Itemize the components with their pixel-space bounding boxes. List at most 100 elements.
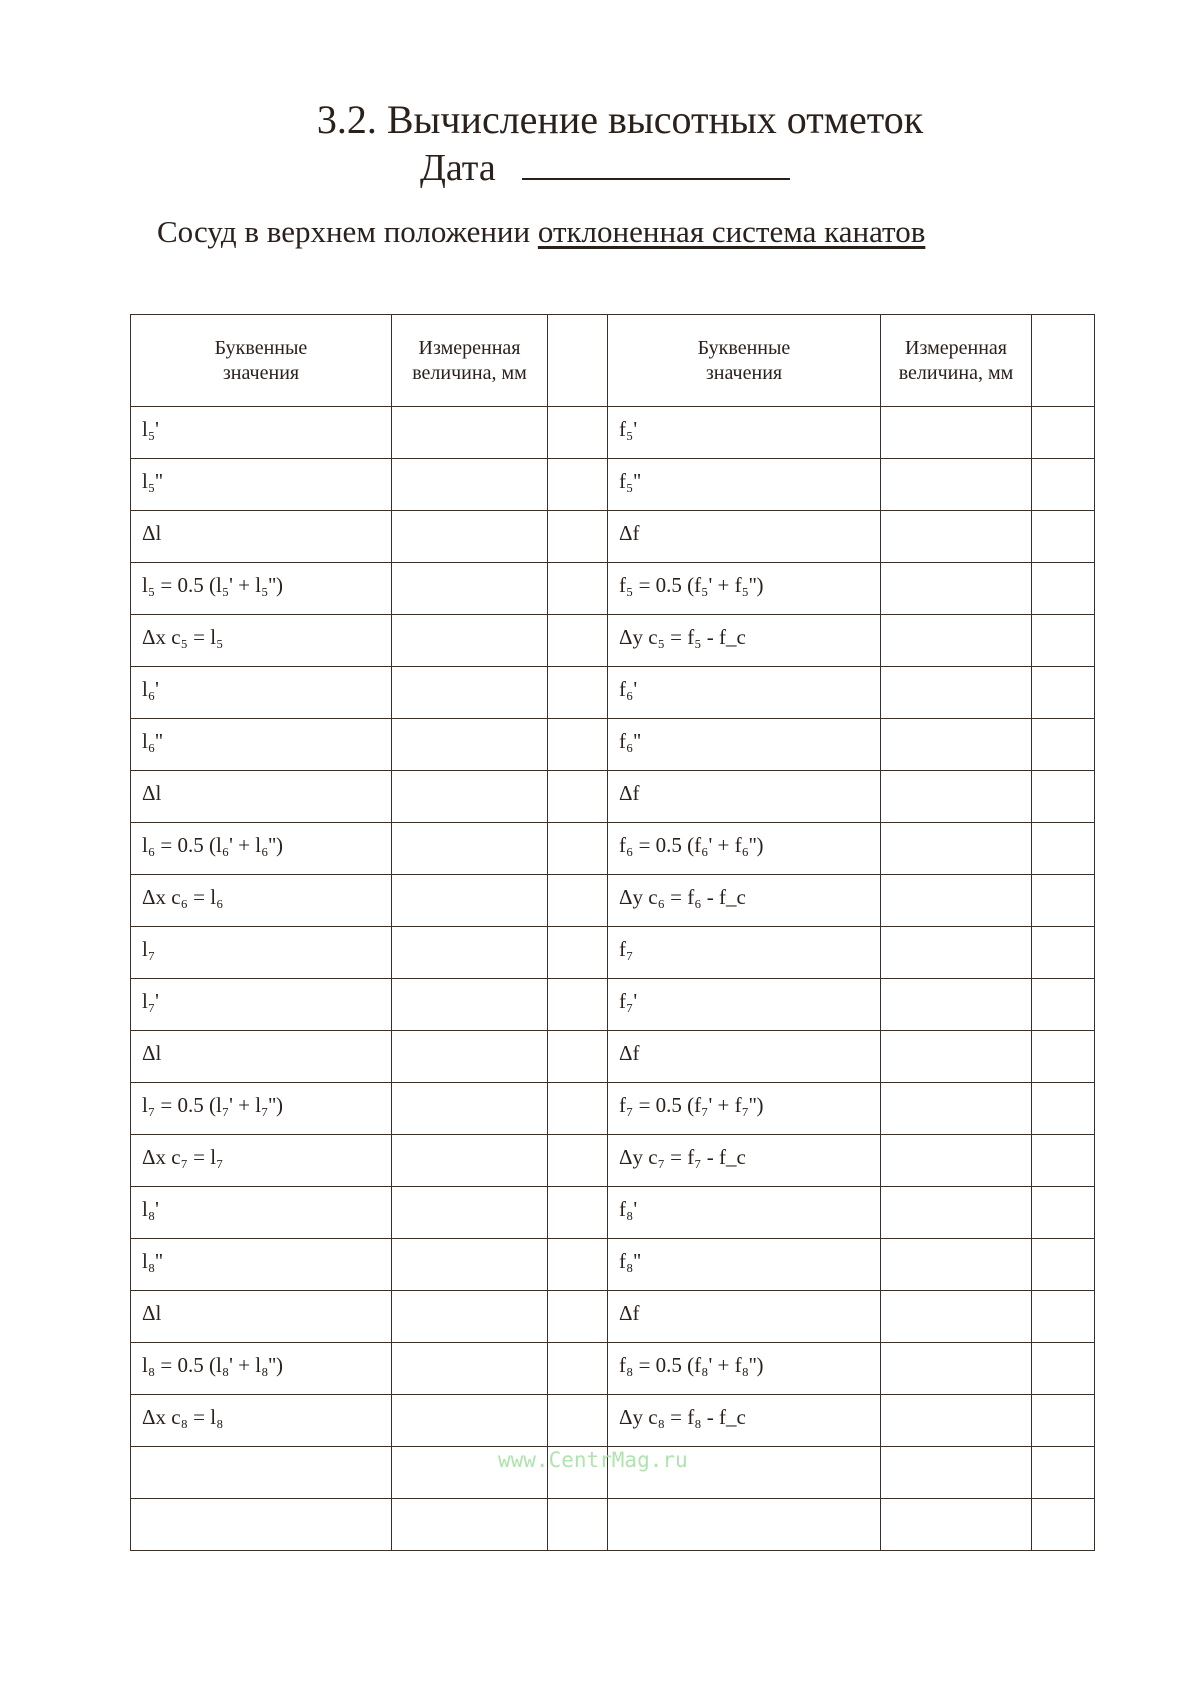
- value-input-cell[interactable]: [391, 874, 548, 927]
- extra-cell[interactable]: [547, 1394, 608, 1447]
- value-input-cell[interactable]: [391, 406, 548, 459]
- extra-cell[interactable]: [547, 1342, 608, 1395]
- value-input-cell[interactable]: [391, 770, 548, 823]
- label-cell: f₅ = 0.5 (f₅' + f₅''): [607, 562, 881, 615]
- value-input-cell[interactable]: [391, 1134, 548, 1187]
- value-input-cell[interactable]: [880, 666, 1032, 719]
- extra-cell[interactable]: [547, 718, 608, 771]
- extra-cell[interactable]: [1031, 458, 1095, 511]
- extra-cell[interactable]: [1031, 1290, 1095, 1343]
- value-input-cell[interactable]: [391, 1342, 548, 1395]
- value-input-cell[interactable]: [880, 926, 1032, 979]
- value-input-cell[interactable]: [391, 718, 548, 771]
- extra-cell[interactable]: [1031, 1186, 1095, 1239]
- value-input-cell[interactable]: [391, 1498, 548, 1551]
- extra-cell[interactable]: [547, 1446, 608, 1499]
- table-row: l₆' f₆': [130, 666, 1095, 719]
- value-input-cell[interactable]: [391, 510, 548, 563]
- extra-cell[interactable]: [1031, 1342, 1095, 1395]
- value-input-cell[interactable]: [880, 1238, 1032, 1291]
- value-input-cell[interactable]: [880, 718, 1032, 771]
- label-cell: Δy c₅ = f₅ - f_c: [607, 614, 881, 667]
- extra-cell[interactable]: [547, 614, 608, 667]
- value-input-cell[interactable]: [880, 1446, 1032, 1499]
- value-input-cell[interactable]: [880, 822, 1032, 875]
- value-input-cell[interactable]: [880, 1186, 1032, 1239]
- extra-cell[interactable]: [547, 666, 608, 719]
- value-input-cell[interactable]: [880, 1498, 1032, 1551]
- extra-cell[interactable]: [547, 1082, 608, 1135]
- value-input-cell[interactable]: [880, 1394, 1032, 1447]
- value-input-cell[interactable]: [880, 978, 1032, 1031]
- extra-cell[interactable]: [547, 406, 608, 459]
- value-input-cell[interactable]: [391, 1238, 548, 1291]
- extra-cell[interactable]: [1031, 926, 1095, 979]
- value-input-cell[interactable]: [391, 1030, 548, 1083]
- value-input-cell[interactable]: [880, 1030, 1032, 1083]
- extra-cell[interactable]: [547, 1134, 608, 1187]
- value-input-cell[interactable]: [391, 666, 548, 719]
- table-row: l₈'' f₈'': [130, 1238, 1095, 1291]
- label-cell: f₈': [607, 1186, 881, 1239]
- value-input-cell[interactable]: [880, 1290, 1032, 1343]
- value-input-cell[interactable]: [391, 458, 548, 511]
- value-input-cell[interactable]: [391, 614, 548, 667]
- value-input-cell[interactable]: [391, 978, 548, 1031]
- value-input-cell[interactable]: [880, 1082, 1032, 1135]
- table-row: Δl Δf: [130, 1290, 1095, 1343]
- extra-cell[interactable]: [547, 874, 608, 927]
- extra-cell[interactable]: [1031, 1498, 1095, 1551]
- extra-cell[interactable]: [1031, 1446, 1095, 1499]
- value-input-cell[interactable]: [880, 458, 1032, 511]
- extra-cell[interactable]: [1031, 822, 1095, 875]
- value-input-cell[interactable]: [391, 1186, 548, 1239]
- extra-cell[interactable]: [547, 1238, 608, 1291]
- value-input-cell[interactable]: [880, 874, 1032, 927]
- extra-cell[interactable]: [1031, 978, 1095, 1031]
- value-input-cell[interactable]: [880, 614, 1032, 667]
- value-input-cell[interactable]: [880, 1342, 1032, 1395]
- table-body: l₅' f₅' l₅'' f₅'' Δl Δf l₅ = 0.5 (l₅' + l₅'') f…: [130, 406, 1095, 1551]
- value-input-cell[interactable]: [880, 1134, 1032, 1187]
- extra-cell[interactable]: [1031, 666, 1095, 719]
- label-cell: l₆ = 0.5 (l₆' + l₆''): [130, 822, 392, 875]
- value-input-cell[interactable]: [880, 770, 1032, 823]
- extra-cell[interactable]: [547, 1030, 608, 1083]
- extra-cell[interactable]: [547, 458, 608, 511]
- extra-cell[interactable]: [547, 510, 608, 563]
- value-input-cell[interactable]: [880, 562, 1032, 615]
- value-input-cell[interactable]: [391, 926, 548, 979]
- extra-cell[interactable]: [1031, 406, 1095, 459]
- extra-cell[interactable]: [1031, 1030, 1095, 1083]
- extra-cell[interactable]: [547, 822, 608, 875]
- extra-cell[interactable]: [1031, 874, 1095, 927]
- extra-cell[interactable]: [547, 1498, 608, 1551]
- extra-cell[interactable]: [547, 926, 608, 979]
- extra-cell[interactable]: [1031, 770, 1095, 823]
- extra-cell[interactable]: [1031, 562, 1095, 615]
- value-input-cell[interactable]: [391, 822, 548, 875]
- extra-cell[interactable]: [1031, 1238, 1095, 1291]
- value-input-cell[interactable]: [391, 1082, 548, 1135]
- label-cell: f₅'': [607, 458, 881, 511]
- extra-cell[interactable]: [1031, 614, 1095, 667]
- date-blank-line[interactable]: [521, 148, 790, 180]
- value-input-cell[interactable]: [391, 1394, 548, 1447]
- extra-cell[interactable]: [1031, 718, 1095, 771]
- extra-cell[interactable]: [1031, 1082, 1095, 1135]
- extra-cell[interactable]: [1031, 1134, 1095, 1187]
- table-row: Δx c₇ = l₇ Δy c₇ = f₇ - f_c: [130, 1134, 1095, 1187]
- extra-cell[interactable]: [1031, 510, 1095, 563]
- value-input-cell[interactable]: [391, 1290, 548, 1343]
- extra-cell[interactable]: [547, 1186, 608, 1239]
- label-cell: f₇: [607, 926, 881, 979]
- value-input-cell[interactable]: [880, 406, 1032, 459]
- extra-cell[interactable]: [547, 978, 608, 1031]
- extra-cell[interactable]: [547, 1290, 608, 1343]
- column-header: Измеренная величина, мм: [880, 314, 1032, 407]
- value-input-cell[interactable]: [880, 510, 1032, 563]
- extra-cell[interactable]: [547, 562, 608, 615]
- extra-cell[interactable]: [1031, 1394, 1095, 1447]
- value-input-cell[interactable]: [391, 562, 548, 615]
- extra-cell[interactable]: [547, 770, 608, 823]
